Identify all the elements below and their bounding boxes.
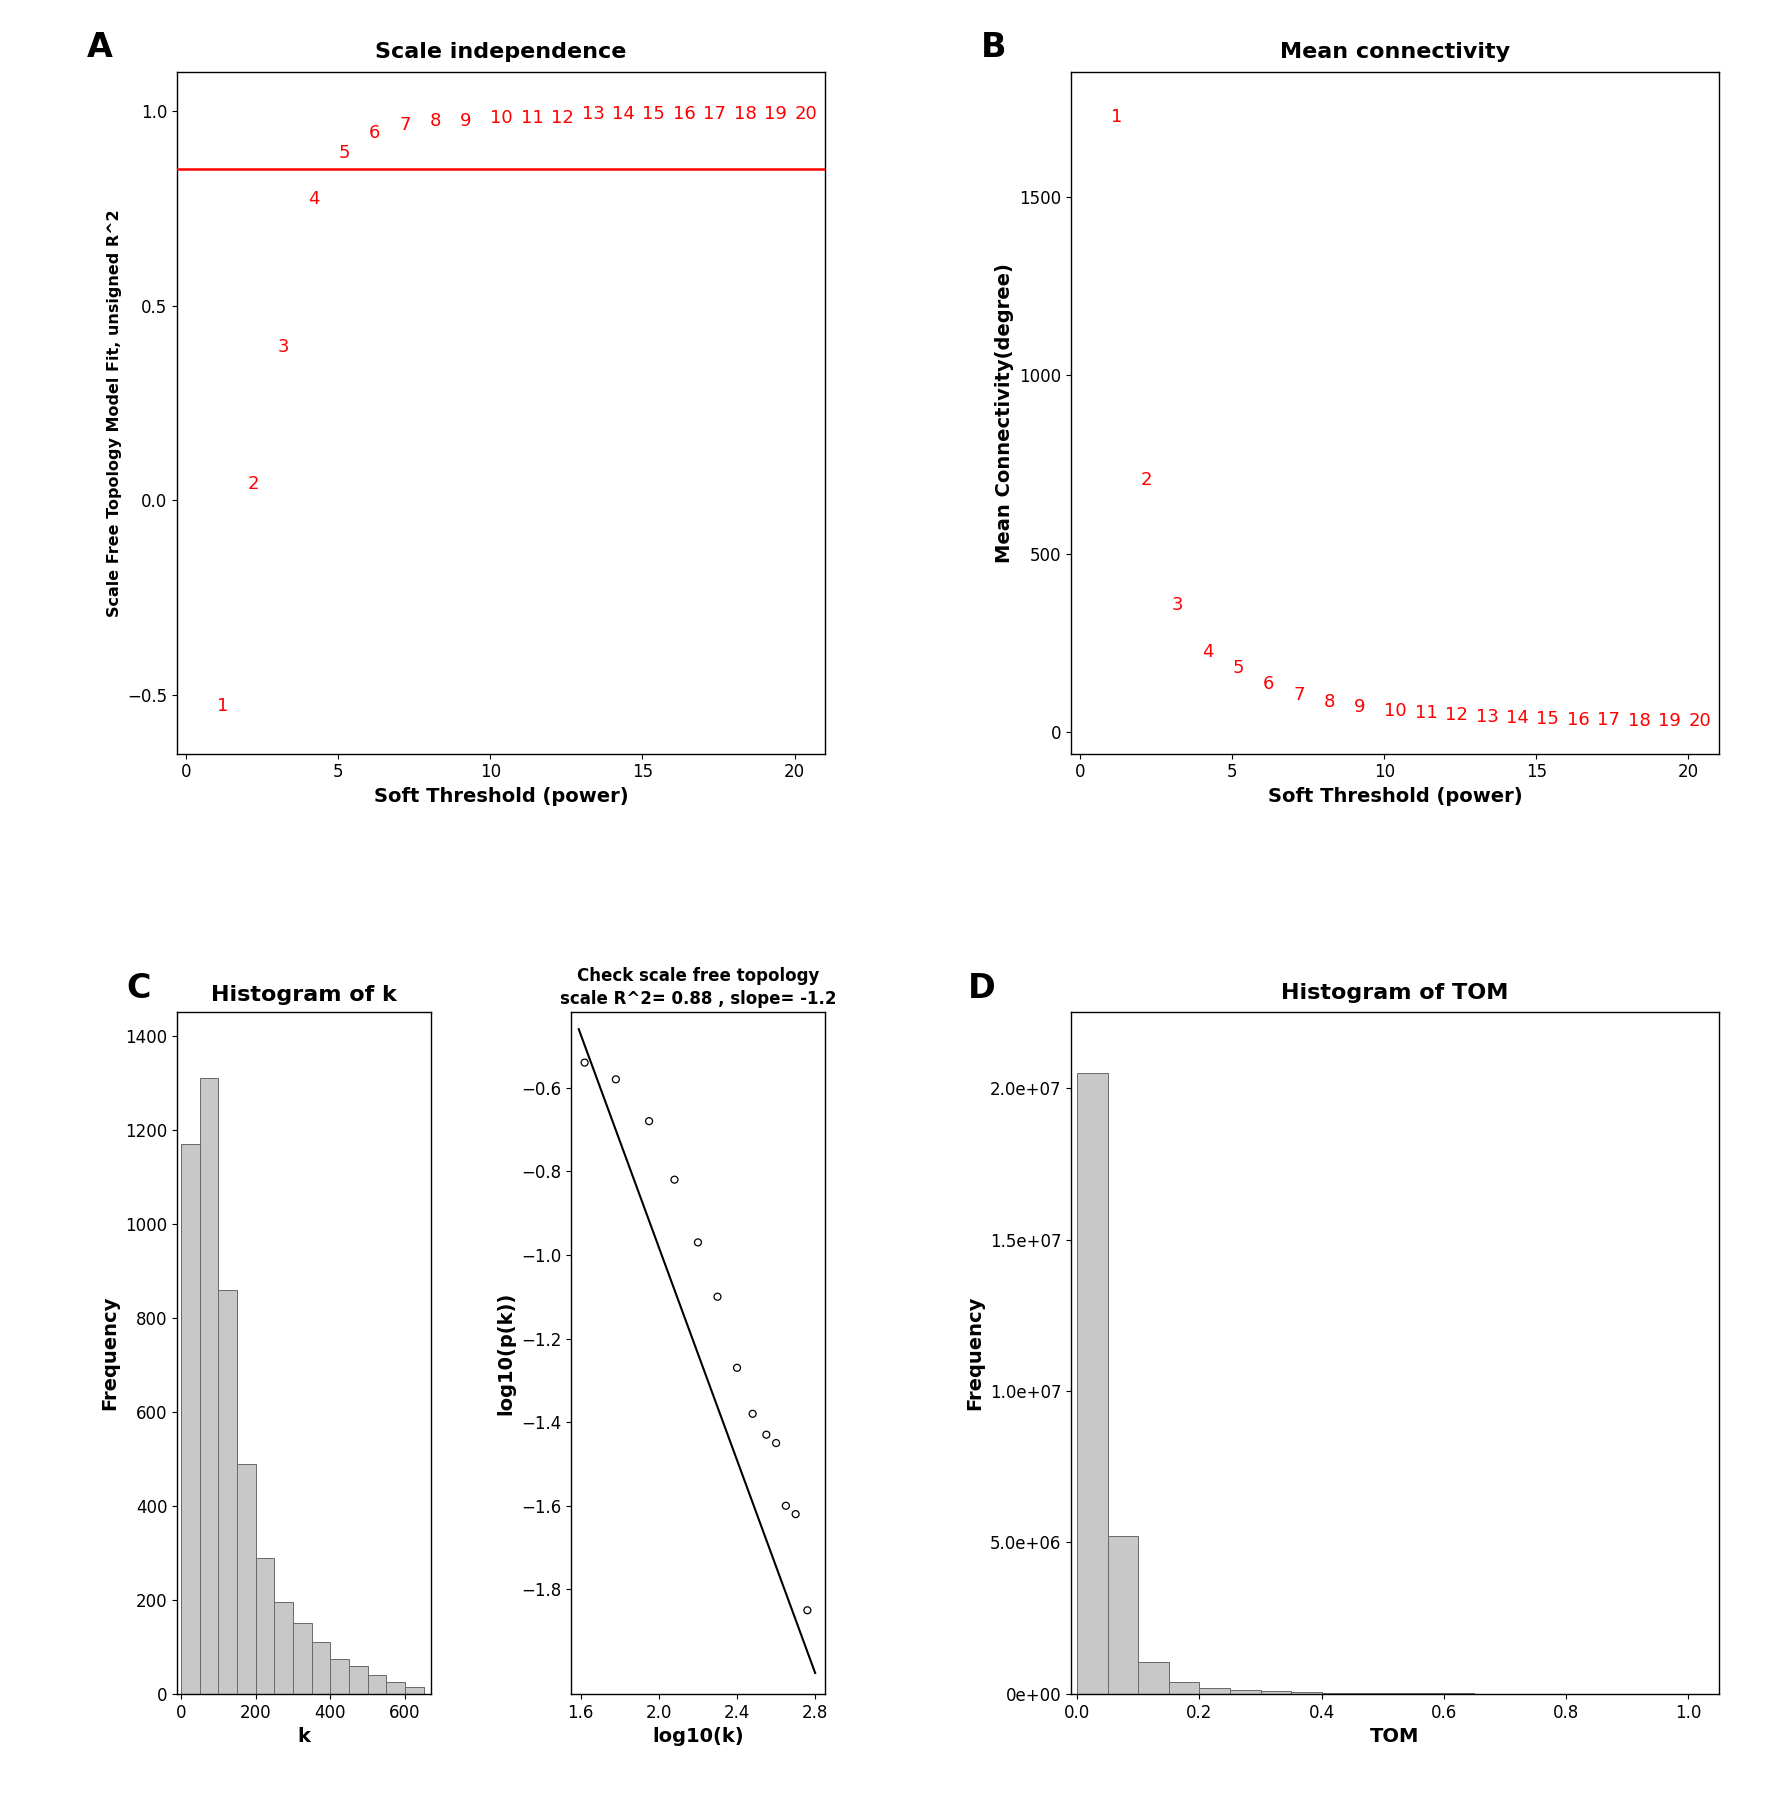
Y-axis label: Mean Connectivity(degree): Mean Connectivity(degree): [994, 263, 1014, 562]
Text: 13: 13: [581, 105, 604, 123]
Text: C: C: [126, 971, 151, 1004]
Bar: [1292, 1692, 1322, 1694]
Bar: [255, 1557, 275, 1694]
Y-axis label: Frequency: Frequency: [101, 1296, 120, 1411]
Bar: [349, 1665, 369, 1694]
Point: [794, 1597, 822, 1625]
Text: 18: 18: [1628, 712, 1650, 730]
Bar: [386, 1681, 406, 1694]
Point: [571, 1049, 599, 1078]
Text: 14: 14: [1506, 708, 1529, 726]
Text: 18: 18: [734, 105, 757, 123]
Text: 4: 4: [308, 191, 319, 209]
Text: 6: 6: [369, 124, 381, 142]
Text: 11: 11: [521, 108, 544, 126]
Bar: [1200, 1688, 1230, 1694]
Text: 2: 2: [246, 474, 259, 492]
X-axis label: log10(k): log10(k): [652, 1726, 744, 1746]
X-axis label: k: k: [298, 1726, 310, 1746]
Text: 6: 6: [1263, 676, 1274, 692]
Text: 1: 1: [1111, 108, 1122, 126]
Point: [703, 1283, 732, 1312]
Bar: [292, 1624, 312, 1694]
Bar: [1260, 1690, 1292, 1694]
Point: [771, 1492, 799, 1521]
Point: [684, 1227, 712, 1256]
Bar: [369, 1676, 386, 1694]
Text: 15: 15: [1536, 710, 1559, 728]
Text: D: D: [968, 971, 996, 1004]
Point: [751, 1420, 780, 1449]
X-axis label: TOM: TOM: [1370, 1726, 1419, 1746]
Text: 11: 11: [1414, 705, 1437, 723]
Y-axis label: Scale Free Topology Model Fit, unsigned R^2: Scale Free Topology Model Fit, unsigned …: [106, 209, 122, 616]
Text: 7: 7: [1294, 685, 1304, 703]
Bar: [1077, 1072, 1108, 1694]
X-axis label: Soft Threshold (power): Soft Threshold (power): [1267, 787, 1522, 805]
Text: 3: 3: [1171, 596, 1184, 614]
Bar: [1230, 1690, 1260, 1694]
Title: Check scale free topology
scale R^2= 0.88 , slope= -1.2: Check scale free topology scale R^2= 0.8…: [560, 966, 836, 1007]
Point: [723, 1353, 751, 1382]
Title: Mean connectivity: Mean connectivity: [1279, 41, 1510, 63]
Point: [781, 1499, 810, 1528]
Text: 3: 3: [278, 339, 289, 357]
Bar: [237, 1463, 255, 1694]
Title: Histogram of k: Histogram of k: [211, 986, 397, 1006]
X-axis label: Soft Threshold (power): Soft Threshold (power): [374, 787, 629, 805]
Bar: [330, 1658, 349, 1694]
Bar: [1108, 1537, 1138, 1694]
Text: 8: 8: [1324, 692, 1334, 710]
Text: A: A: [87, 31, 112, 65]
Bar: [200, 1078, 218, 1694]
Point: [602, 1065, 631, 1094]
Text: 20: 20: [1689, 712, 1712, 730]
Text: 9: 9: [1354, 697, 1366, 715]
Text: 16: 16: [1566, 710, 1589, 728]
Bar: [406, 1687, 424, 1694]
Bar: [218, 1290, 237, 1694]
Point: [762, 1429, 790, 1458]
Text: 1: 1: [216, 697, 229, 715]
Text: B: B: [980, 31, 1006, 65]
Text: 12: 12: [551, 108, 574, 126]
Y-axis label: log10(p(k)): log10(p(k)): [496, 1292, 516, 1415]
Point: [634, 1106, 663, 1135]
Text: 19: 19: [764, 105, 787, 123]
Text: 14: 14: [611, 105, 634, 123]
Text: 5: 5: [1232, 660, 1244, 678]
Text: 4: 4: [1201, 643, 1214, 661]
Text: 16: 16: [673, 105, 696, 123]
Bar: [1170, 1681, 1200, 1694]
Text: 17: 17: [703, 105, 727, 123]
Text: 17: 17: [1597, 712, 1620, 730]
Text: 8: 8: [429, 112, 441, 130]
Point: [661, 1166, 689, 1195]
Bar: [312, 1642, 330, 1694]
Bar: [1138, 1661, 1170, 1694]
Text: 19: 19: [1659, 712, 1682, 730]
Text: 10: 10: [1384, 701, 1407, 719]
Text: 7: 7: [399, 117, 411, 135]
Y-axis label: Frequency: Frequency: [966, 1296, 983, 1411]
Text: 9: 9: [461, 112, 471, 130]
Point: [739, 1400, 767, 1429]
Text: 5: 5: [338, 144, 349, 162]
Text: 10: 10: [491, 108, 514, 126]
Bar: [181, 1144, 200, 1694]
Text: 20: 20: [794, 105, 817, 123]
Text: 2: 2: [1141, 472, 1152, 490]
Title: Scale independence: Scale independence: [376, 41, 627, 63]
Text: 12: 12: [1446, 706, 1467, 724]
Title: Histogram of TOM: Histogram of TOM: [1281, 982, 1508, 1002]
Bar: [275, 1602, 292, 1694]
Text: 15: 15: [643, 105, 664, 123]
Text: 13: 13: [1476, 708, 1499, 726]
